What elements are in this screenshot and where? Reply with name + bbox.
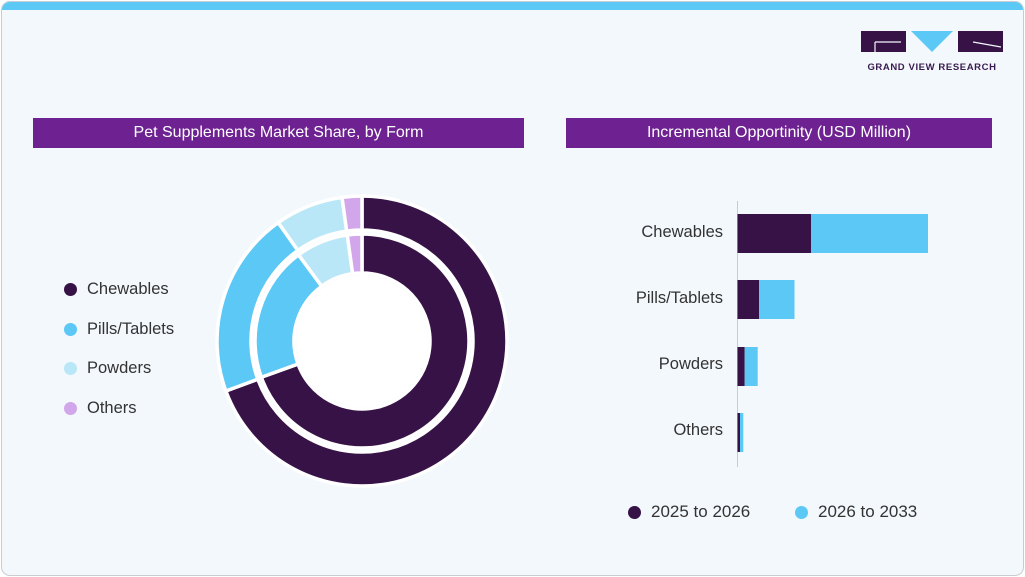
bar-chewables-2025-to-2026: [737, 214, 811, 253]
bar-chewables-2026-to-2033: [811, 214, 928, 253]
donut-chart-title: Pet Supplements Market Share, by Form: [33, 118, 524, 148]
donut-outer-slice-chewables: [223, 194, 509, 488]
bar-category-label: Chewables: [641, 223, 723, 241]
legend-item-others: Others: [64, 389, 174, 429]
bar-category-label: Others: [673, 421, 723, 439]
legend-item-powders: Powders: [64, 349, 174, 389]
legend-swatch: [795, 505, 808, 519]
bar-category-label: Powders: [658, 355, 723, 373]
legend-label: 2025 to 2026: [651, 502, 751, 521]
bar-powders-2026-to-2033: [744, 347, 758, 386]
legend-swatch: [64, 401, 77, 415]
logo-text: GRAND VIEW RESEARCH: [867, 62, 997, 73]
legend-swatch: [64, 362, 77, 376]
bar-pills-tablets-2025-to-2026: [737, 280, 759, 319]
legend-swatch: [64, 322, 77, 336]
donut-hole: [296, 275, 428, 407]
legend-label: Others: [87, 398, 137, 417]
bar-legend-item-2025-2026: 2025 to 2026: [628, 502, 750, 522]
bar-category-label: Pills/Tablets: [635, 289, 723, 307]
legend-label: Chewables: [87, 280, 169, 299]
bar-legend-item-2026-2033: 2026 to 2033: [795, 502, 917, 522]
legend-label: 2026 to 2033: [818, 502, 918, 521]
legend-swatch: [628, 505, 641, 519]
bar-others-2025-to-2026: [737, 413, 740, 452]
legend-item-chewables: Chewables: [64, 270, 174, 310]
donut-inner-slice-chewables: [259, 232, 471, 450]
legend-label: Powders: [87, 359, 152, 378]
logo-mark-icon: [861, 31, 1003, 52]
bar-powders-2025-to-2026: [737, 347, 745, 386]
donut-outer-slice-others: [340, 194, 364, 234]
top-accent-bar: [2, 2, 1023, 10]
bar-pills-tablets-2026-to-2033: [759, 280, 795, 319]
bar-chart-title: Incremental Opportinity (USD Million): [566, 118, 992, 148]
legend-item-pills-tablets: Pills/Tablets: [64, 310, 174, 350]
grand-view-research-logo: GRAND VIEW RESEARCH: [861, 31, 1003, 75]
bar-others-2026-to-2033: [740, 413, 744, 452]
donut-legend: Chewables Pills/Tablets Powders Others: [64, 270, 174, 428]
legend-label: Pills/Tablets: [87, 319, 175, 338]
donut-inner-slice-others: [345, 232, 364, 276]
legend-swatch: [64, 283, 77, 297]
